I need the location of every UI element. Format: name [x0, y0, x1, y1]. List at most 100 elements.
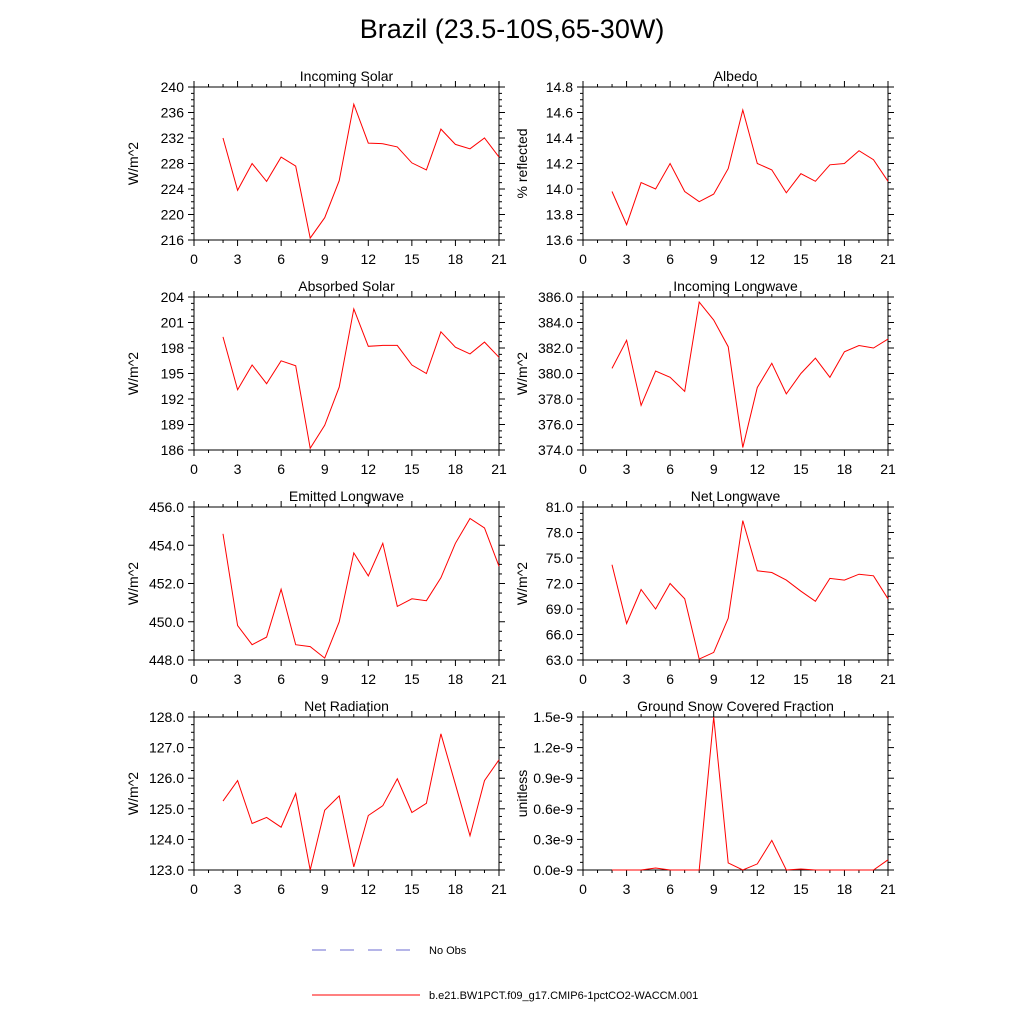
panel-title: Ground Snow Covered Fraction [637, 698, 834, 714]
x-tick-label: 12 [360, 251, 376, 267]
y-tick-label: 1.2e-9 [533, 740, 573, 756]
y-axis-label: W/m^2 [125, 142, 141, 185]
x-tick-label: 9 [710, 881, 718, 897]
x-tick-label: 3 [623, 881, 631, 897]
x-tick-label: 6 [277, 881, 285, 897]
y-tick-label: 0.3e-9 [533, 831, 573, 847]
y-tick-label: 380.0 [538, 366, 573, 382]
y-tick-label: 81.0 [546, 499, 573, 515]
y-tick-label: 384.0 [538, 315, 573, 331]
x-tick-label: 12 [749, 881, 765, 897]
y-tick-label: 204 [161, 289, 185, 305]
x-tick-label: 12 [749, 251, 765, 267]
panel-albedo: Albedo % reflected 0 3 6 9 12 15 18 21 13.6 13.8 14.… [514, 68, 896, 267]
y-tick-label: 192 [161, 391, 185, 407]
y-tick-label: 13.6 [546, 232, 573, 248]
y-axis-label: W/m^2 [125, 352, 141, 395]
series-line [611, 300, 889, 448]
panel-incoming-longwave: Incoming Longwave W/m^2 0 3 6 9 12 15 18 21 374.0 3… [514, 278, 896, 477]
x-tick-label: 12 [360, 671, 376, 687]
x-tick-label: 3 [623, 461, 631, 477]
panel-title: Incoming Solar [300, 68, 394, 84]
y-tick-label: 0.9e-9 [533, 770, 573, 786]
y-tick-label: 454.0 [149, 537, 184, 553]
legend-no-obs-label: No Obs [429, 945, 467, 957]
y-tick-label: 376.0 [538, 417, 573, 433]
panel-emitted-longwave: Emitted Longwave W/m^2 0 3 6 9 12 15 18 21 448.0 45… [125, 488, 507, 687]
legend-model-label: b.e21.BW1PCT.f09_g17.CMIP6-1pctCO2-WACCM… [429, 990, 698, 1002]
y-tick-label: 14.8 [546, 79, 573, 95]
x-tick-label: 21 [880, 251, 896, 267]
x-tick-label: 15 [404, 881, 420, 897]
plot-frame [193, 506, 500, 661]
x-tick-label: 0 [190, 461, 198, 477]
y-tick-label: 195 [161, 366, 185, 382]
x-tick-label: 15 [793, 251, 809, 267]
x-tick-label: 9 [710, 671, 718, 687]
y-tick-label: 228 [161, 156, 185, 172]
series-line [222, 733, 500, 871]
y-tick-label: 69.0 [546, 601, 573, 617]
y-tick-label: 63.0 [546, 652, 573, 668]
x-tick-label: 3 [234, 461, 242, 477]
x-tick-label: 6 [277, 461, 285, 477]
legend: No Obs b.e21.BW1PCT.f09_g17.CMIP6-1pctCO2… [312, 945, 698, 1002]
x-tick-label: 15 [793, 671, 809, 687]
y-tick-label: 382.0 [538, 340, 573, 356]
panel-title: Incoming Longwave [673, 278, 798, 294]
x-tick-label: 21 [880, 671, 896, 687]
y-tick-label: 1.5e-9 [533, 709, 573, 725]
panel-net-radiation: Net Radiation W/m^2 0 3 6 9 12 15 18 21 123.0 124.0… [125, 698, 507, 897]
x-tick-label: 21 [491, 251, 507, 267]
panel-absorbed-solar: Absorbed Solar W/m^2 0 3 6 9 12 15 18 21 186 189 192… [125, 278, 507, 477]
y-tick-label: 186 [161, 442, 185, 458]
y-tick-label: 374.0 [538, 442, 573, 458]
x-tick-label: 6 [666, 461, 674, 477]
series-line [612, 716, 889, 871]
y-tick-label: 220 [161, 207, 185, 223]
x-tick-label: 9 [321, 461, 329, 477]
y-tick-label: 0.0e-9 [533, 862, 573, 878]
y-tick-label: 126.0 [149, 770, 184, 786]
x-tick-label: 6 [277, 671, 285, 687]
y-tick-label: 448.0 [149, 652, 184, 668]
x-tick-label: 3 [234, 251, 242, 267]
series-line [611, 520, 889, 660]
x-tick-label: 15 [793, 461, 809, 477]
x-tick-label: 12 [749, 671, 765, 687]
x-tick-label: 18 [837, 671, 853, 687]
y-axis-label: W/m^2 [514, 562, 530, 605]
y-tick-label: 450.0 [149, 614, 184, 630]
x-tick-label: 15 [404, 671, 420, 687]
y-tick-label: 456.0 [149, 499, 184, 515]
x-tick-label: 21 [880, 461, 896, 477]
y-tick-label: 216 [161, 232, 185, 248]
x-tick-label: 18 [448, 881, 464, 897]
series-line [611, 108, 889, 227]
panel-title: Net Longwave [691, 488, 781, 504]
panel-title: Albedo [714, 68, 758, 84]
y-tick-label: 0.6e-9 [533, 801, 573, 817]
x-tick-label: 18 [448, 671, 464, 687]
x-tick-label: 3 [234, 881, 242, 897]
x-tick-label: 21 [491, 461, 507, 477]
x-tick-label: 3 [623, 251, 631, 267]
x-tick-label: 0 [190, 881, 198, 897]
x-tick-label: 9 [321, 251, 329, 267]
plot-frame [193, 716, 500, 871]
x-tick-label: 18 [837, 881, 853, 897]
x-tick-label: 21 [880, 881, 896, 897]
x-tick-label: 12 [360, 881, 376, 897]
y-tick-label: 224 [161, 181, 185, 197]
x-tick-label: 0 [190, 671, 198, 687]
y-tick-label: 66.0 [546, 627, 573, 643]
y-axis-label: unitless [514, 770, 530, 817]
plot-frame [582, 296, 889, 451]
x-tick-label: 0 [579, 251, 587, 267]
y-tick-label: 125.0 [149, 801, 184, 817]
y-tick-label: 189 [161, 417, 185, 433]
y-tick-label: 232 [161, 130, 185, 146]
y-tick-label: 78.0 [546, 525, 573, 541]
x-tick-label: 18 [448, 251, 464, 267]
